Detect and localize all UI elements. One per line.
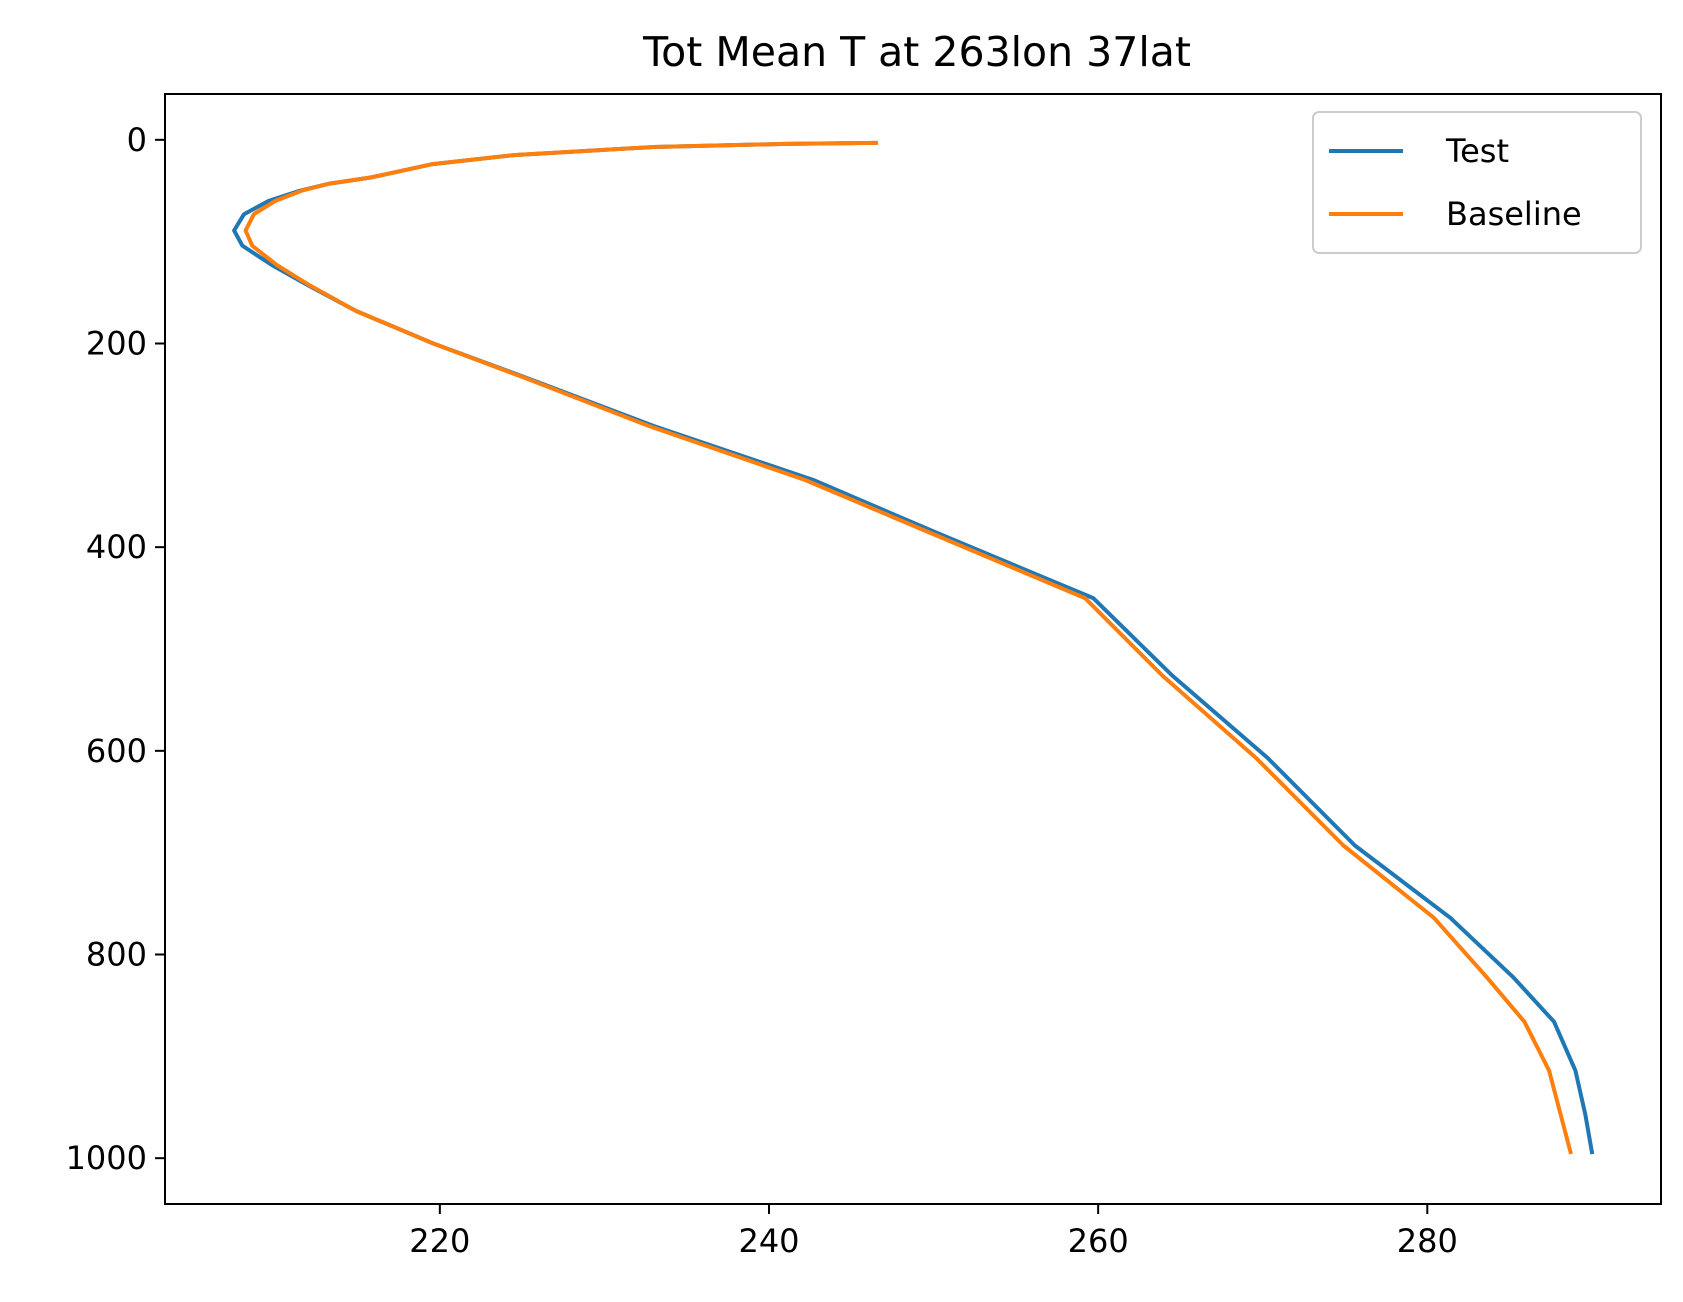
- chart-title: Tot Mean T at 263lon 37lat: [642, 28, 1191, 76]
- y-tick-label: 0: [127, 121, 147, 159]
- x-tick-label: 260: [1068, 1222, 1129, 1260]
- y-tick-label: 800: [86, 936, 147, 974]
- plot-lines: [232, 140, 1595, 1155]
- plot-frame: [164, 93, 1662, 1205]
- legend-label-baseline: Baseline: [1446, 195, 1582, 233]
- x-tick-label: 280: [1397, 1222, 1458, 1260]
- y-tick-label: 200: [86, 324, 147, 362]
- x-axis: 220 240 260 280: [409, 1204, 1458, 1260]
- x-tick-label: 240: [738, 1222, 799, 1260]
- y-axis: 0 200 400 600 800 1000: [66, 121, 165, 1177]
- x-tick-label: 220: [409, 1222, 470, 1260]
- legend-box: [1312, 111, 1642, 254]
- y-tick-label: 1000: [66, 1139, 147, 1177]
- series-line-test: [232, 140, 1595, 1155]
- y-tick-label: 600: [86, 732, 147, 770]
- legend: Test Baseline: [1312, 111, 1642, 254]
- y-tick-label: 400: [86, 528, 147, 566]
- series-line-baseline: [243, 140, 1573, 1155]
- legend-label-test: Test: [1445, 132, 1509, 170]
